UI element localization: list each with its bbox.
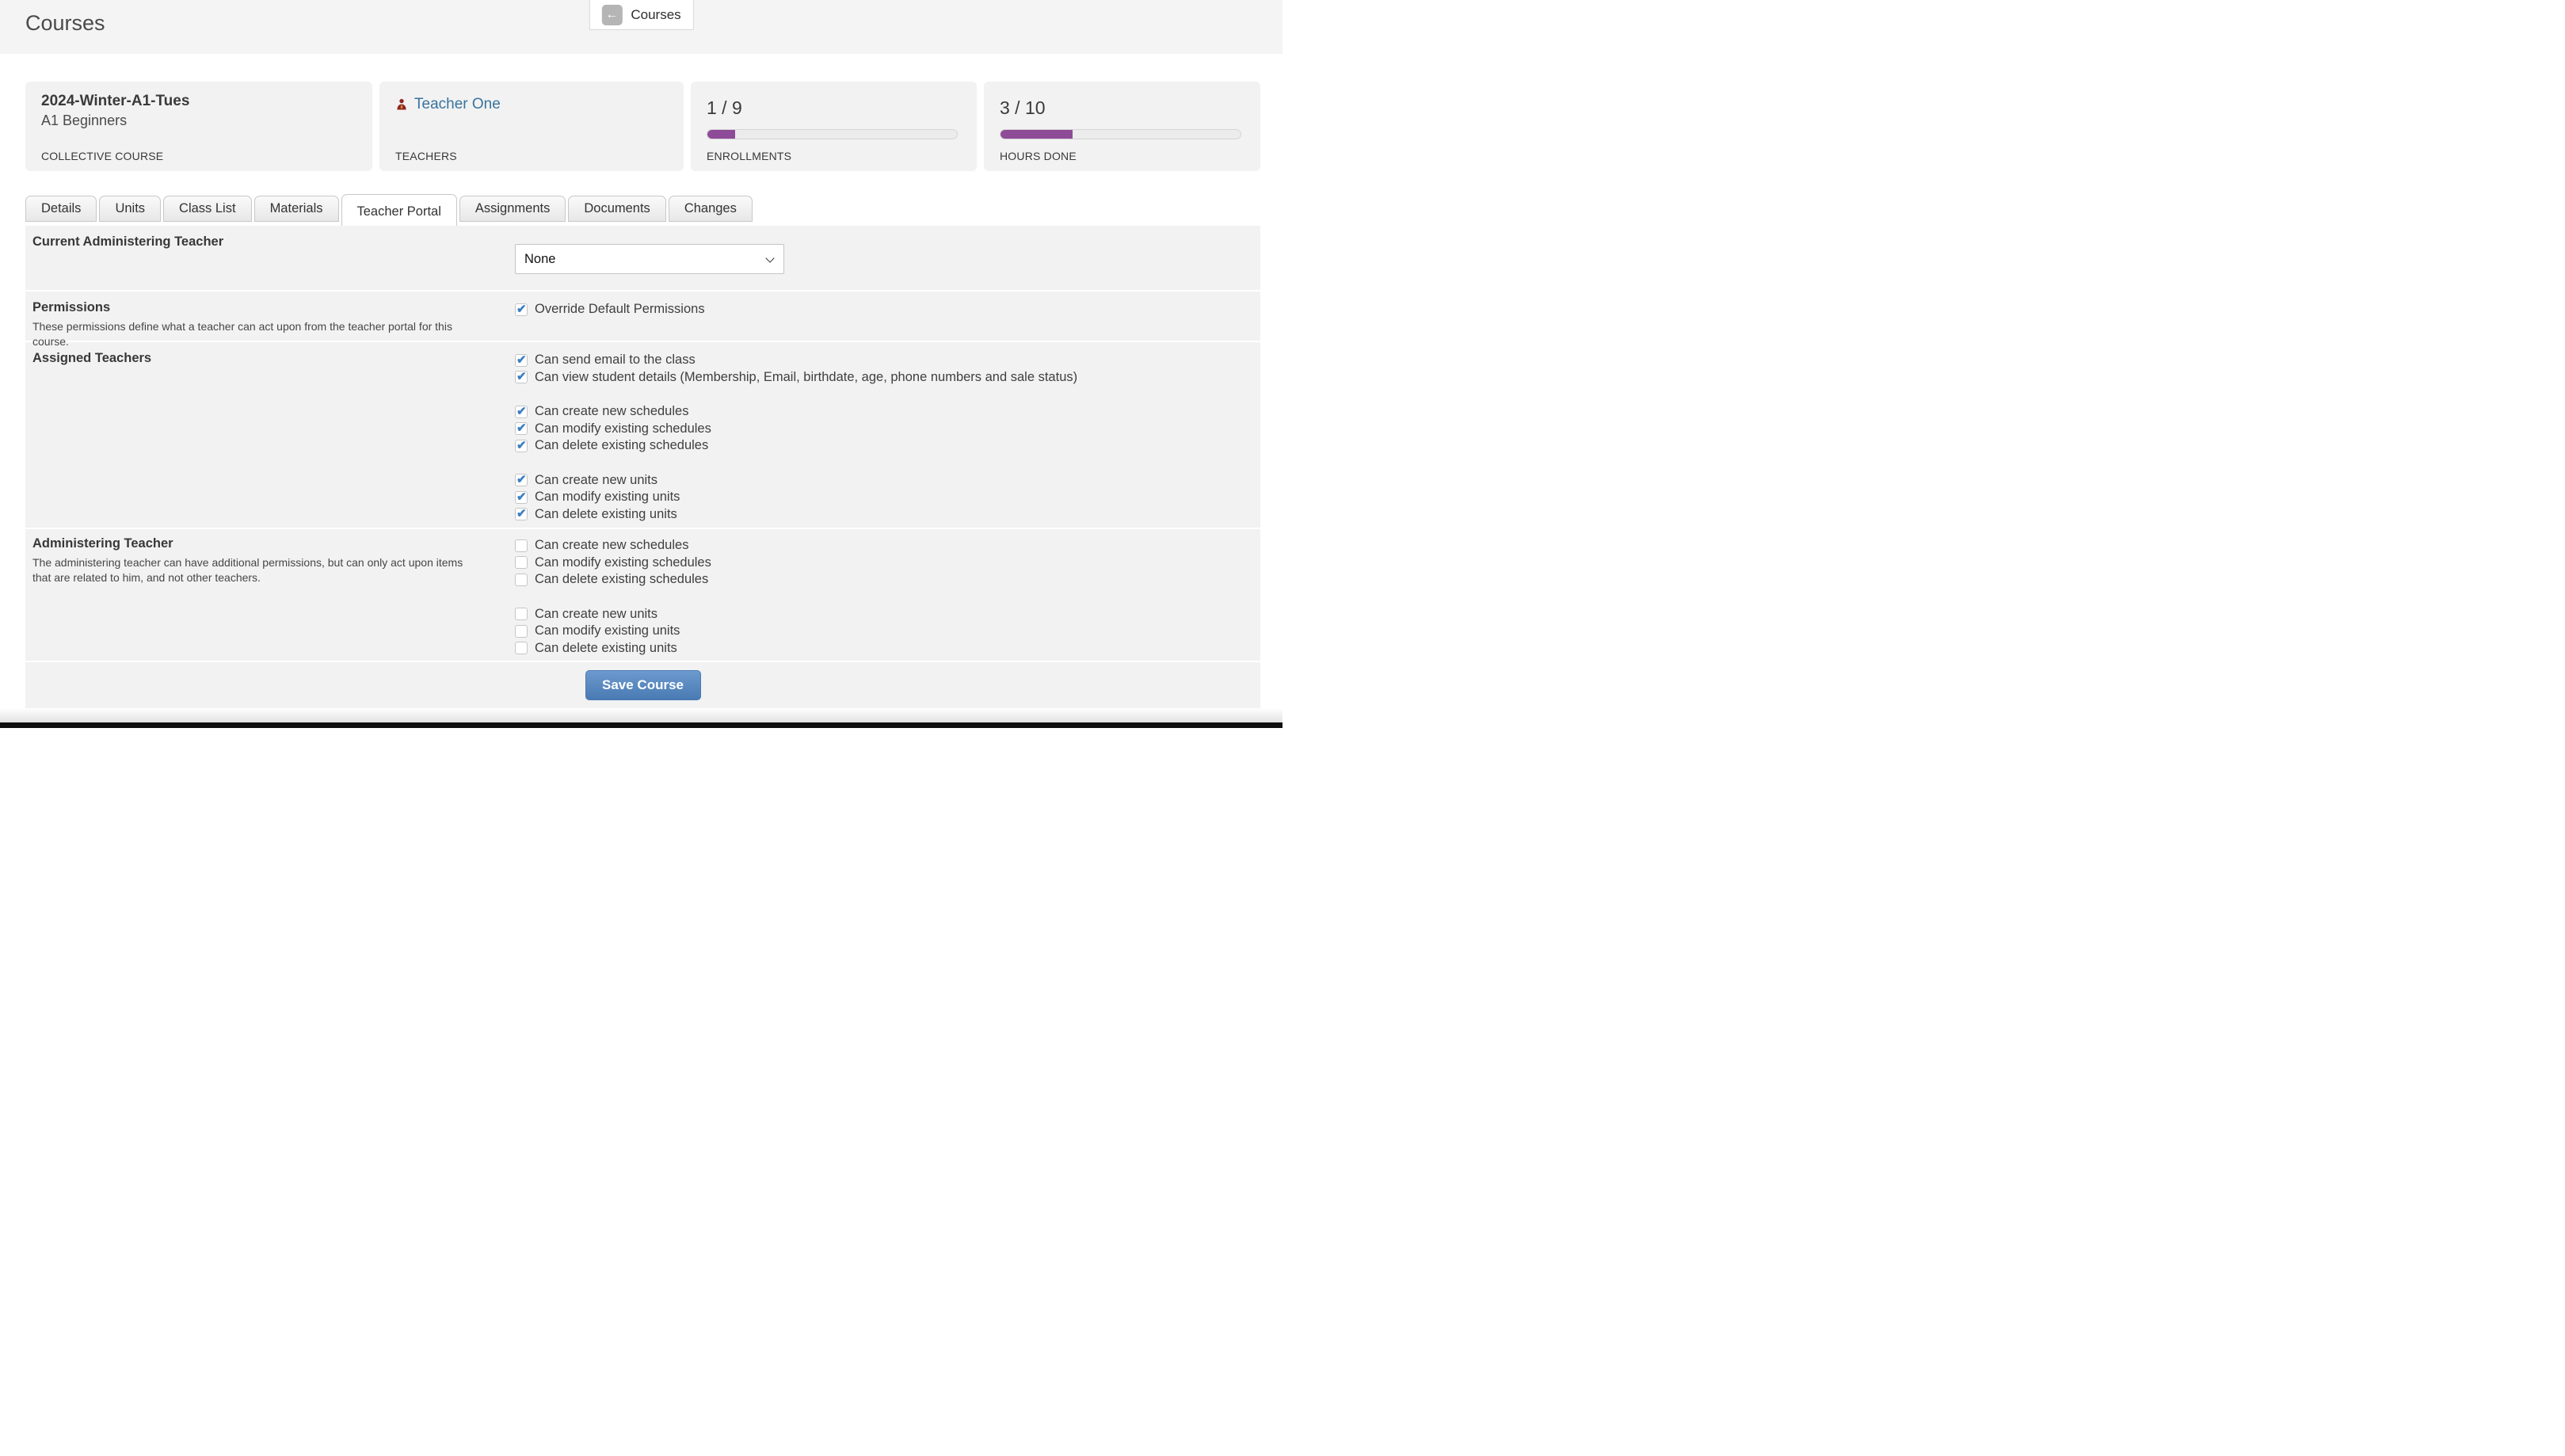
checkbox[interactable] bbox=[515, 624, 528, 638]
teachers-card: Teacher One TEACHERS bbox=[379, 82, 684, 171]
permissions-title: Permissions bbox=[32, 300, 111, 314]
top-bar: Courses ← Courses bbox=[0, 0, 1282, 54]
hours-card: 3 / 10 HOURS DONE bbox=[984, 82, 1260, 171]
teachers-card-label: TEACHERS bbox=[395, 150, 457, 162]
tab-changes[interactable]: Changes bbox=[668, 196, 753, 222]
checkbox[interactable] bbox=[515, 608, 528, 621]
back-label: Courses bbox=[631, 6, 681, 22]
checkbox[interactable] bbox=[515, 404, 528, 418]
tab-teacher-portal[interactable]: Teacher Portal bbox=[341, 194, 457, 226]
checkbox[interactable] bbox=[515, 369, 528, 384]
admin-can-delete-units-checkbox[interactable]: Can delete existing units bbox=[515, 640, 1260, 657]
summary-cards: 2024-Winter-A1-Tues A1 Beginners COLLECT… bbox=[25, 82, 1260, 171]
enrollments-progress-fill bbox=[707, 130, 735, 139]
footer-bar bbox=[0, 722, 1282, 728]
administering-teacher-row: Administering Teacher The administering … bbox=[25, 529, 1260, 661]
teacher-link[interactable]: Teacher One bbox=[414, 96, 501, 112]
admin-can-modify-schedules-checkbox[interactable]: Can modify existing schedules bbox=[515, 555, 1260, 572]
page-bottom-fade bbox=[0, 708, 1282, 722]
back-arrow-icon[interactable]: ← bbox=[601, 4, 623, 25]
course-card-label: COLLECTIVE COURSE bbox=[41, 150, 164, 162]
tab-units[interactable]: Units bbox=[99, 196, 162, 222]
tab-assignments[interactable]: Assignments bbox=[459, 196, 566, 222]
assigned-can-create-units-checkbox[interactable]: Can create new units bbox=[515, 472, 1260, 490]
back-navigation[interactable]: ← Courses bbox=[589, 0, 694, 30]
assigned-can-modify-schedules-checkbox[interactable]: Can modify existing schedules bbox=[515, 421, 1260, 438]
checkbox[interactable] bbox=[515, 539, 528, 552]
save-row: Save Course bbox=[25, 662, 1260, 708]
page-title: Courses bbox=[25, 11, 105, 35]
admin-can-create-schedules-checkbox[interactable]: Can create new schedules bbox=[515, 537, 1260, 555]
assigned-can-delete-schedules-checkbox[interactable]: Can delete existing schedules bbox=[515, 437, 1260, 455]
hours-progress-bar bbox=[1000, 129, 1241, 139]
permissions-description: These permissions define what a teacher … bbox=[32, 320, 452, 348]
checkbox[interactable] bbox=[515, 353, 528, 367]
teacher-portal-panel: Current Administering Teacher None Permi… bbox=[25, 226, 1260, 708]
teacher-icon bbox=[397, 98, 406, 109]
checkbox[interactable] bbox=[515, 490, 528, 504]
tab-details[interactable]: Details bbox=[25, 196, 97, 222]
admin-can-create-units-checkbox[interactable]: Can create new units bbox=[515, 606, 1260, 623]
override-default-permissions-checkbox[interactable]: Override Default Permissions bbox=[515, 301, 1260, 318]
current-admin-teacher-select[interactable]: None bbox=[515, 244, 784, 274]
enrollments-card: 1 / 9 ENROLLMENTS bbox=[691, 82, 977, 171]
enrollments-value: 1 / 9 bbox=[707, 97, 742, 118]
assigned-can-view-student-details-checkbox[interactable]: Can view student details (Membership, Em… bbox=[515, 369, 1260, 387]
administering-teacher-description: The administering teacher can have addit… bbox=[32, 556, 463, 584]
enrollments-card-label: ENROLLMENTS bbox=[707, 150, 792, 162]
admin-can-delete-schedules-checkbox[interactable]: Can delete existing schedules bbox=[515, 571, 1260, 589]
course-level: A1 Beginners bbox=[41, 112, 128, 128]
checkbox[interactable] bbox=[515, 506, 528, 521]
assigned-can-delete-units-checkbox[interactable]: Can delete existing units bbox=[515, 506, 1260, 524]
checkbox[interactable] bbox=[515, 573, 528, 586]
checkbox[interactable] bbox=[515, 556, 528, 570]
hours-progress-fill bbox=[1000, 130, 1073, 139]
enrollments-progress-bar bbox=[707, 129, 958, 139]
hours-value: 3 / 10 bbox=[1000, 97, 1046, 118]
tab-materials[interactable]: Materials bbox=[253, 196, 339, 222]
tab-class-list[interactable]: Class List bbox=[163, 196, 252, 222]
save-course-button[interactable]: Save Course bbox=[585, 670, 701, 700]
permissions-row: Permissions These permissions define wha… bbox=[25, 292, 1260, 348]
tab-strip: Details Units Class List Materials Teach… bbox=[25, 194, 1260, 226]
assigned-can-send-email-checkbox[interactable]: Can send email to the class bbox=[515, 352, 1260, 369]
assigned-teachers-row: Assigned Teachers Can send email to the … bbox=[25, 342, 1260, 528]
checkbox[interactable] bbox=[515, 472, 528, 487]
assigned-can-create-schedules-checkbox[interactable]: Can create new schedules bbox=[515, 403, 1260, 421]
current-admin-teacher-row: Current Administering Teacher None bbox=[25, 226, 1260, 290]
checkbox[interactable] bbox=[515, 438, 528, 452]
checkbox[interactable] bbox=[515, 421, 528, 436]
tab-documents[interactable]: Documents bbox=[568, 196, 666, 222]
admin-can-modify-units-checkbox[interactable]: Can modify existing units bbox=[515, 623, 1260, 640]
course-name: 2024-Winter-A1-Tues bbox=[41, 93, 190, 109]
current-admin-teacher-label: Current Administering Teacher bbox=[32, 234, 224, 249]
assigned-teachers-title: Assigned Teachers bbox=[32, 351, 152, 365]
hours-card-label: HOURS DONE bbox=[1000, 150, 1077, 162]
checkbox[interactable] bbox=[515, 302, 528, 316]
assigned-can-modify-units-checkbox[interactable]: Can modify existing units bbox=[515, 489, 1260, 506]
course-card: 2024-Winter-A1-Tues A1 Beginners COLLECT… bbox=[25, 82, 372, 171]
administering-teacher-title: Administering Teacher bbox=[32, 536, 173, 551]
checkbox[interactable] bbox=[515, 642, 528, 655]
